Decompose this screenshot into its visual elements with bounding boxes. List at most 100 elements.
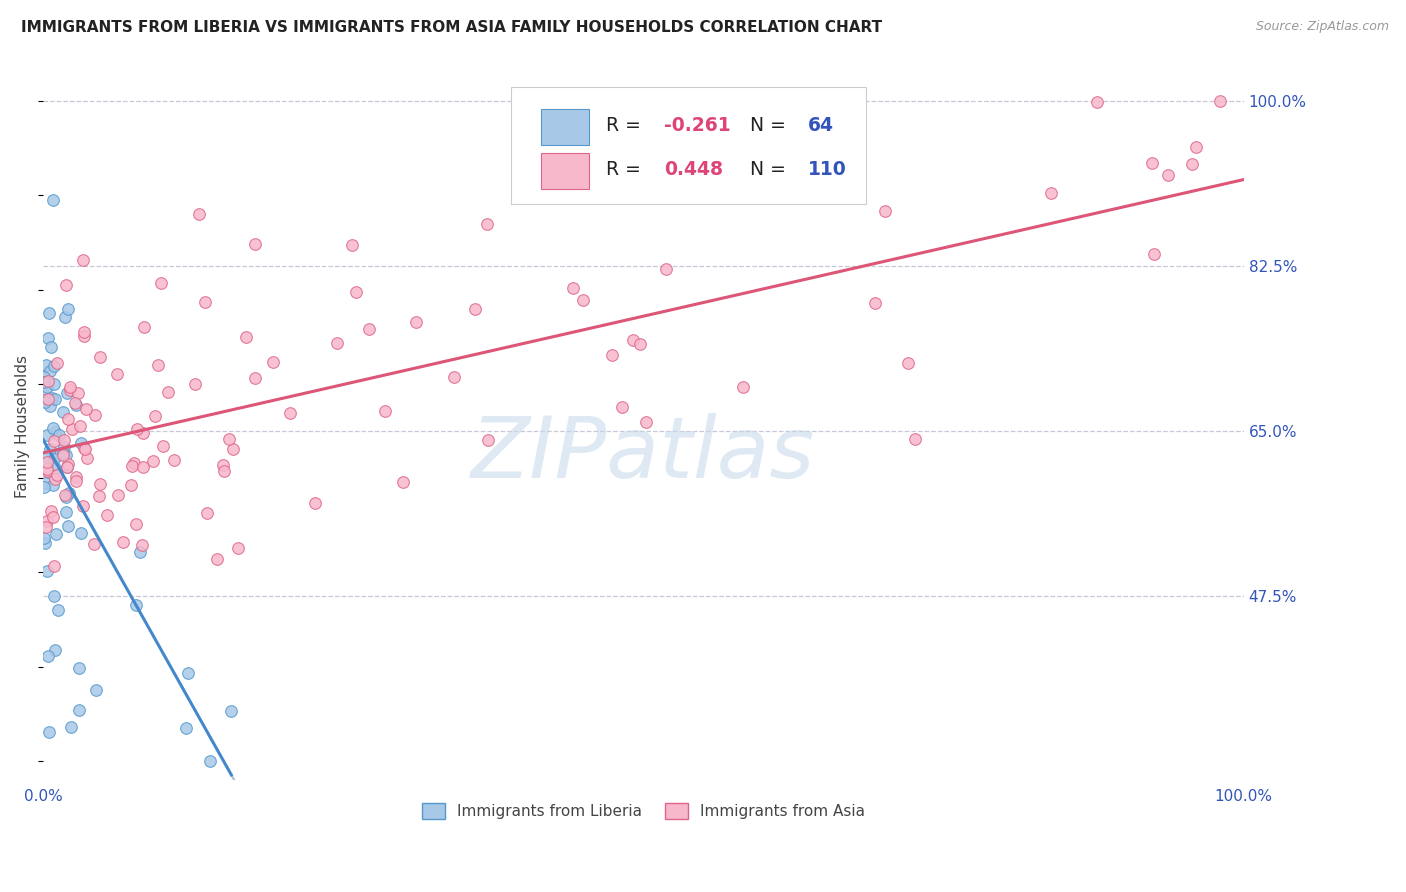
FancyBboxPatch shape [541, 109, 589, 145]
Point [46, 467, 69, 482]
Point [83, 537, 105, 551]
Point [55, 505, 77, 519]
Point [35, 520, 58, 534]
Point [56, 459, 79, 474]
Point [174, 721, 197, 735]
Point [48, 428, 70, 442]
Point [326, 336, 349, 351]
Point [195, 506, 218, 520]
Point [1156, 168, 1178, 182]
Point [37, 464, 59, 478]
Point [56, 459, 79, 474]
Point [35, 514, 58, 528]
Point [628, 336, 651, 351]
Point [149, 277, 172, 291]
Point [72, 252, 94, 267]
Point [67, 386, 90, 401]
Point [52, 405, 75, 419]
Point [39, 400, 62, 414]
Point [34, 375, 56, 389]
Point [35, 455, 58, 469]
Point [245, 237, 267, 252]
Point [42, 359, 65, 374]
Point [38, 442, 60, 456]
Point [53, 310, 76, 324]
Point [72, 499, 94, 513]
Point [45, 526, 67, 541]
Point [55, 490, 77, 504]
Point [89, 350, 111, 364]
Point [221, 442, 243, 457]
Point [46, 449, 69, 463]
Point [84, 408, 107, 422]
Point [41, 504, 63, 518]
Point [76, 451, 98, 466]
Point [134, 320, 156, 334]
Point [42, 377, 65, 392]
Point [443, 370, 465, 384]
Point [75, 442, 97, 457]
Point [42, 421, 65, 435]
Point [35, 380, 58, 394]
Point [44, 589, 66, 603]
Point [37, 374, 59, 388]
Point [39, 364, 62, 378]
Point [72, 328, 94, 343]
Point [464, 301, 486, 316]
Point [75, 401, 97, 416]
Point [125, 598, 148, 612]
Point [59, 380, 82, 394]
Point [1209, 95, 1232, 109]
Point [41, 193, 63, 207]
Point [34, 480, 56, 494]
Point [142, 453, 165, 467]
Point [56, 386, 79, 401]
Point [873, 204, 896, 219]
Point [44, 643, 66, 657]
Point [228, 541, 250, 556]
Point [38, 306, 60, 320]
Point [733, 380, 755, 394]
Point [60, 422, 83, 436]
Point [477, 433, 499, 447]
Point [37, 461, 59, 475]
Point [188, 207, 211, 221]
Point [340, 237, 363, 252]
Point [655, 262, 678, 277]
Point [37, 392, 59, 406]
Point [392, 475, 415, 489]
Point [34, 531, 56, 545]
Point [53, 433, 76, 447]
Point [70, 526, 93, 541]
Point [45, 356, 67, 370]
Y-axis label: Family Households: Family Households [15, 355, 30, 498]
Text: R =: R = [606, 161, 641, 179]
Point [156, 384, 179, 399]
Text: N =: N = [751, 117, 786, 136]
Point [39, 340, 62, 354]
Point [56, 457, 79, 471]
Point [1181, 157, 1204, 171]
Text: N =: N = [751, 161, 786, 179]
Text: ZIPatlas: ZIPatlas [471, 413, 815, 496]
Text: 64: 64 [808, 117, 834, 136]
Text: R =: R = [606, 117, 641, 136]
Point [127, 422, 149, 436]
Point [1185, 140, 1208, 154]
Point [111, 535, 134, 549]
Point [865, 296, 887, 310]
Point [34, 536, 56, 550]
Point [42, 559, 65, 574]
Point [67, 660, 90, 674]
Legend: Immigrants from Liberia, Immigrants from Asia: Immigrants from Liberia, Immigrants from… [416, 797, 872, 825]
Point [37, 649, 59, 664]
Point [621, 334, 644, 348]
Point [58, 302, 80, 317]
Point [357, 322, 380, 336]
Point [1140, 156, 1163, 170]
Point [56, 519, 79, 533]
Point [562, 281, 585, 295]
Text: Source: ZipAtlas.com: Source: ZipAtlas.com [1256, 20, 1389, 33]
Point [245, 371, 267, 385]
Point [374, 404, 396, 418]
